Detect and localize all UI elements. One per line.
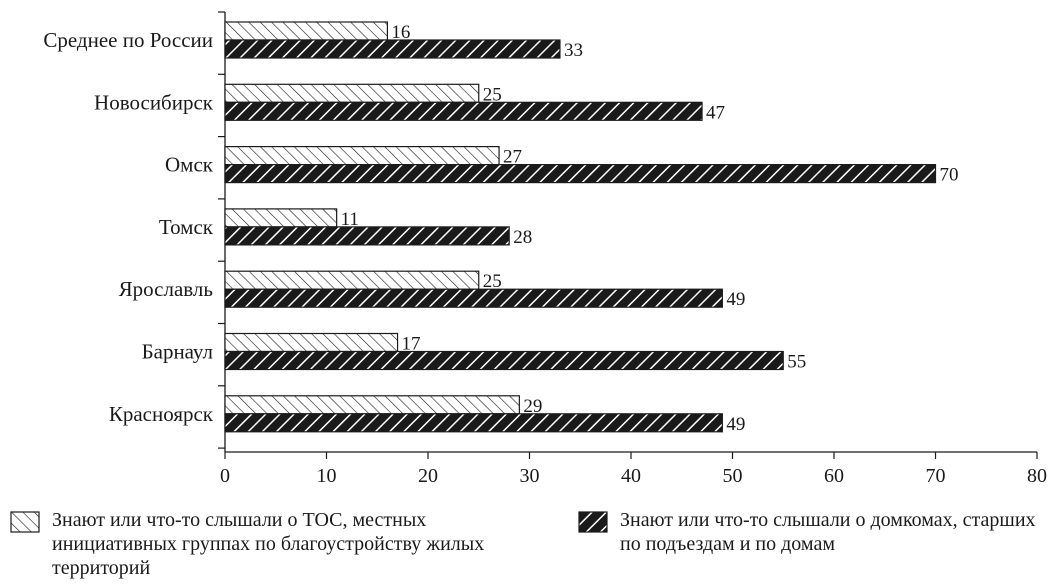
data-label: 33 <box>564 40 583 61</box>
data-label: 16 <box>391 22 410 43</box>
x-tick-label: 20 <box>418 465 438 487</box>
data-label: 29 <box>523 396 542 417</box>
data-label: 49 <box>726 289 745 310</box>
data-label: 55 <box>787 352 806 373</box>
data-label: 25 <box>483 271 502 292</box>
category-label: Ярославль <box>119 277 213 301</box>
category-label: Барнаул <box>142 340 213 364</box>
legend-label-dark: Знают или что-то слышали о домкомах, ста… <box>620 509 1036 555</box>
legend-swatch-light <box>10 511 40 533</box>
category-label: Среднее по России <box>43 28 213 52</box>
data-label: 27 <box>503 147 522 168</box>
bar-chart: 0 10 20 30 40 50 60 70 80 Среднее по России 16 33 Но… <box>43 11 1047 487</box>
bar-light <box>224 270 480 290</box>
data-label: 28 <box>513 227 532 248</box>
bar-dark <box>224 413 723 433</box>
data-label: 47 <box>706 102 725 123</box>
legend-entry-dark: Знают или что-то слышали о домкомах, ста… <box>578 508 1048 556</box>
category-label: Томск <box>159 215 214 239</box>
bar-light <box>224 146 500 166</box>
category-label: Новосибирск <box>94 90 214 114</box>
bar-light <box>224 21 388 41</box>
legend-swatch-dark <box>578 511 608 533</box>
bar-dark <box>224 39 561 59</box>
category-label: Омск <box>165 153 214 177</box>
x-tick-label: 50 <box>723 465 743 487</box>
bar-light <box>224 208 338 228</box>
legend-label-light: Знают или что-то слышали о ТОС, местных … <box>52 509 485 579</box>
bar-dark <box>224 350 784 371</box>
x-tick-label: 0 <box>220 465 230 487</box>
x-tick-label: 30 <box>520 465 540 487</box>
legend-entry-light: Знают или что-то слышали о ТОС, местных … <box>10 508 570 580</box>
bar-dark <box>224 164 937 184</box>
x-tick-label: 10 <box>317 465 337 487</box>
data-label: 25 <box>483 84 502 105</box>
data-label: 70 <box>940 165 959 186</box>
bar-dark <box>224 226 510 246</box>
data-label: 11 <box>341 209 359 230</box>
data-label: 49 <box>726 414 745 435</box>
category-label: Красноярск <box>109 402 214 426</box>
x-tick-label: 40 <box>621 465 641 487</box>
plot-area: 0 10 20 30 40 50 60 70 80 Среднее по России 16 33 Но… <box>43 11 1047 487</box>
x-tick-label: 80 <box>1027 465 1047 487</box>
x-tick-label: 60 <box>824 465 844 487</box>
bar-light <box>224 332 399 353</box>
bar-dark <box>224 288 723 308</box>
data-label: 17 <box>402 334 421 355</box>
x-tick-label: 70 <box>926 465 946 487</box>
bar-light <box>224 83 480 103</box>
bar-dark <box>224 101 703 121</box>
bar-light <box>224 395 520 415</box>
